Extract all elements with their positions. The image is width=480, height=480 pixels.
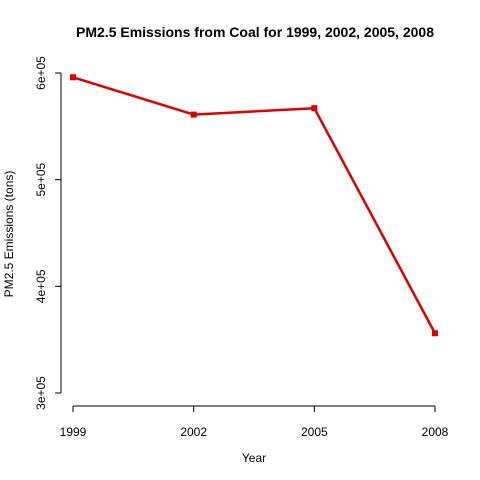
x-axis-label: Year [242, 451, 266, 465]
data-point [190, 111, 197, 118]
x-tick-label: 2008 [422, 425, 449, 439]
y-tick-label: 3e+05 [34, 376, 48, 410]
y-axis-label: PM2.5 Emissions (tons) [2, 171, 16, 298]
data-point [311, 105, 318, 112]
x-tick-label: 2005 [301, 425, 328, 439]
series-layer [70, 74, 438, 337]
x-tick-label: 2002 [180, 425, 207, 439]
data-point [432, 330, 438, 337]
x-axis: 1999 2002 2005 2008 [60, 405, 449, 439]
y-tick-label: 6e+05 [34, 56, 48, 90]
data-point [70, 74, 76, 81]
y-tick-label: 4e+05 [34, 269, 48, 303]
y-axis: 3e+05 4e+05 5e+05 6e+05 [34, 56, 62, 410]
x-tick-label: 1999 [60, 425, 87, 439]
chart-title: PM2.5 Emissions from Coal for 1999, 2002… [76, 24, 434, 40]
y-tick-label: 5e+05 [34, 162, 48, 196]
series-line [72, 76, 437, 334]
